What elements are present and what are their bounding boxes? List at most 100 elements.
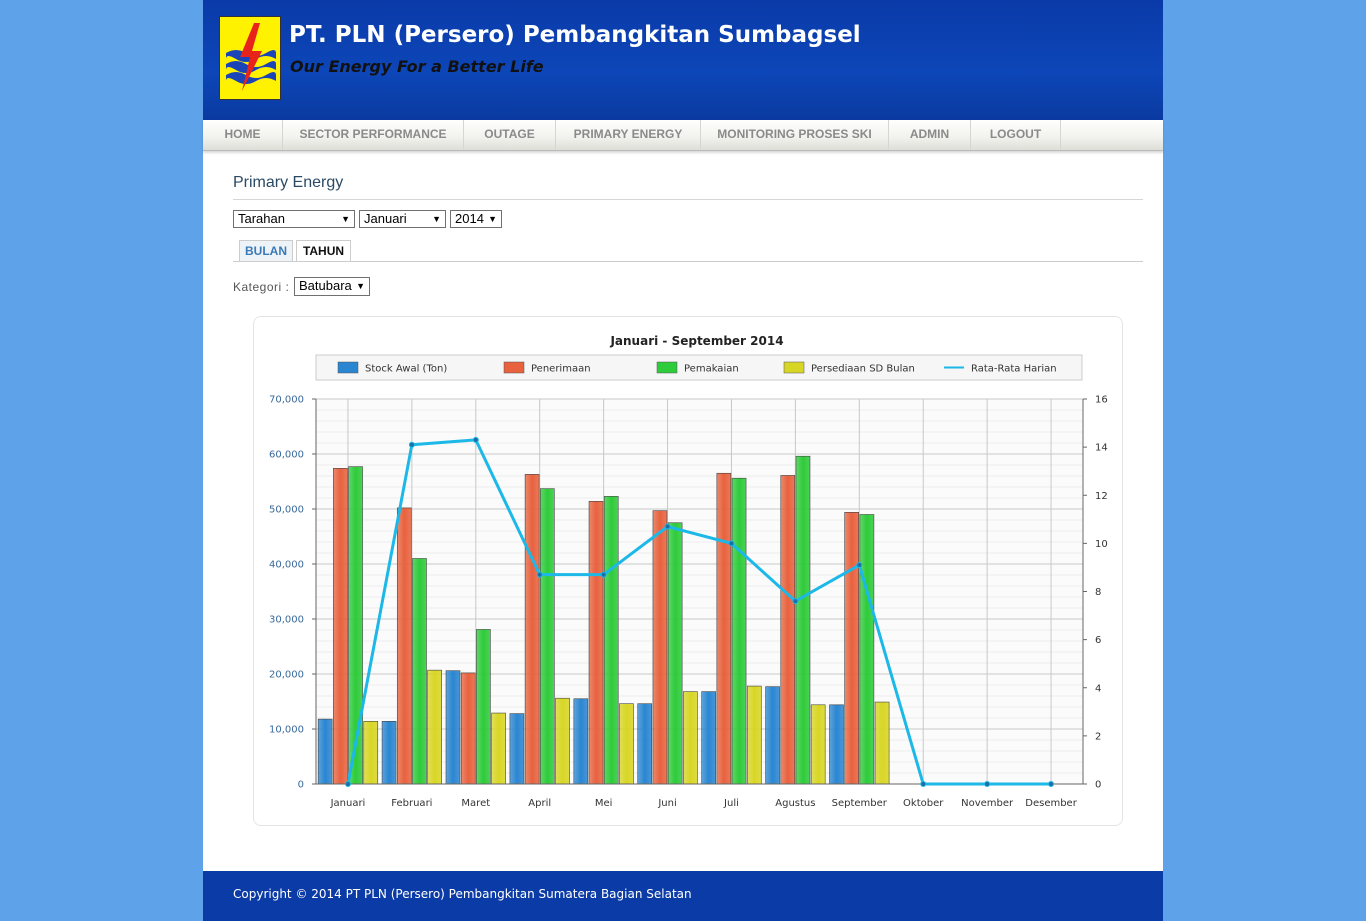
y2-tick-label: 16 xyxy=(1095,395,1108,406)
bar xyxy=(765,686,780,785)
bar xyxy=(844,512,859,785)
line-point xyxy=(536,571,543,578)
caret-down-icon: ▼ xyxy=(488,214,497,224)
pln-lightning-logo-icon[interactable] xyxy=(219,16,281,100)
kategori-select[interactable]: Batubara ▼ xyxy=(294,277,370,296)
bar xyxy=(874,701,890,785)
x-tick-label: Juni xyxy=(657,798,676,809)
caret-down-icon: ▼ xyxy=(341,214,350,224)
y-tick-label: 0 xyxy=(298,780,304,791)
legend-swatch xyxy=(783,361,805,374)
plot-area xyxy=(316,399,1083,784)
y2-tick-label: 2 xyxy=(1095,731,1101,742)
x-tick-label: Januari xyxy=(330,798,366,809)
x-tick-label: Desember xyxy=(1025,798,1077,809)
bar xyxy=(619,703,634,785)
nav-item-logout[interactable]: LOGOUT xyxy=(971,120,1061,150)
month-select[interactable]: Januari ▼ xyxy=(359,210,446,228)
bar xyxy=(524,474,540,785)
bar xyxy=(573,698,589,785)
y-tick-label: 20,000 xyxy=(269,670,304,681)
y-tick-label: 50,000 xyxy=(269,505,304,516)
line-point xyxy=(856,562,863,569)
nav-item-admin[interactable]: ADMIN xyxy=(889,120,971,150)
x-tick-label: Agustus xyxy=(775,798,815,809)
y2-tick-label: 14 xyxy=(1095,443,1108,454)
site-title: PT. PLN (Persero) Pembangkitan Sumbagsel xyxy=(289,22,861,48)
line-point xyxy=(600,571,607,578)
y2-tick-label: 8 xyxy=(1095,587,1101,598)
page-container: PT. PLN (Persero) Pembangkitan Sumbagsel… xyxy=(203,0,1163,921)
line-series xyxy=(346,438,1052,786)
primary-energy-chart: Januari - September 2014 Stock Awal (Ton)… xyxy=(253,316,1123,826)
y2-tick-label: 10 xyxy=(1095,539,1108,550)
unit-select-value: Tarahan xyxy=(238,211,285,226)
line-point xyxy=(408,441,415,448)
x-tick-label: September xyxy=(832,798,888,809)
year-select-value: 2014 xyxy=(455,211,484,226)
bar xyxy=(701,691,716,785)
legend-swatch xyxy=(503,361,525,374)
bar xyxy=(427,669,442,785)
x-tick-label: Oktober xyxy=(903,798,944,809)
y-tick-label: 40,000 xyxy=(269,560,304,571)
caret-down-icon: ▼ xyxy=(356,281,365,291)
x-tick-label: Februari xyxy=(391,798,432,809)
page-title: Primary Energy xyxy=(233,174,344,191)
y-tick-label: 30,000 xyxy=(269,615,304,626)
kategori-select-value: Batubara xyxy=(299,278,352,293)
year-select[interactable]: 2014 ▼ xyxy=(450,210,502,228)
bar xyxy=(859,514,875,785)
tab-divider xyxy=(233,261,1143,262)
legend-label: Penerimaan xyxy=(531,364,591,375)
tab-tahun[interactable]: TAHUN xyxy=(296,240,351,262)
bar xyxy=(746,685,762,785)
nav-item-outage[interactable]: OUTAGE xyxy=(464,120,556,150)
x-tick-label: Mei xyxy=(595,798,613,809)
legend-label: Persediaan SD Bulan xyxy=(811,364,915,375)
y2-tick-label: 12 xyxy=(1095,491,1108,502)
legend-label: Stock Awal (Ton) xyxy=(365,364,447,375)
main-nav: HOME SECTOR PERFORMANCE OUTAGE PRIMARY E… xyxy=(203,120,1163,151)
nav-item-primary-energy[interactable]: PRIMARY ENERGY xyxy=(556,120,701,150)
month-select-value: Januari xyxy=(364,211,407,226)
bar xyxy=(381,720,397,785)
site-footer: Copyright © 2014 PT PLN (Persero) Pemban… xyxy=(203,871,1163,921)
kategori-label: Kategori : xyxy=(233,280,290,294)
nav-item-home[interactable]: HOME xyxy=(203,120,283,150)
bar xyxy=(829,704,844,785)
bar xyxy=(716,472,732,785)
legend-swatch xyxy=(337,361,359,374)
y2-tick-label: 4 xyxy=(1095,683,1101,694)
bar xyxy=(603,496,619,785)
x-tick-label: November xyxy=(961,798,1014,809)
bar xyxy=(476,629,491,785)
tab-bulan[interactable]: BULAN xyxy=(239,240,293,262)
title-divider xyxy=(233,199,1143,200)
copyright-text: Copyright © 2014 PT PLN (Persero) Pemban… xyxy=(233,887,692,901)
bar xyxy=(460,672,476,785)
x-tick-label: Juli xyxy=(723,798,739,809)
y2-tick-label: 0 xyxy=(1095,780,1101,791)
y-tick-label: 70,000 xyxy=(269,395,304,406)
bar xyxy=(396,507,412,785)
bar xyxy=(509,713,525,785)
nav-item-sector-performance[interactable]: SECTOR PERFORMANCE xyxy=(283,120,464,150)
unit-select[interactable]: Tarahan ▼ xyxy=(233,210,355,228)
line-point xyxy=(664,523,671,530)
bar xyxy=(683,691,698,785)
y-tick-label: 60,000 xyxy=(269,450,304,461)
bar xyxy=(667,522,683,785)
nav-item-monitoring-proses-ski[interactable]: MONITORING PROSES SKI xyxy=(701,120,889,150)
site-tagline: Our Energy For a Better Life xyxy=(290,57,544,76)
line-point xyxy=(920,781,927,787)
bar xyxy=(810,704,826,785)
y-tick-label: 10,000 xyxy=(269,725,304,736)
site-header: PT. PLN (Persero) Pembangkitan Sumbagsel… xyxy=(203,0,1163,120)
x-tick-label: Maret xyxy=(461,798,490,809)
chart-svg: Januari - September 2014 Stock Awal (Ton)… xyxy=(269,334,1108,809)
bar xyxy=(780,475,796,785)
bar xyxy=(555,697,570,785)
bar xyxy=(445,670,461,785)
bar xyxy=(637,703,653,785)
